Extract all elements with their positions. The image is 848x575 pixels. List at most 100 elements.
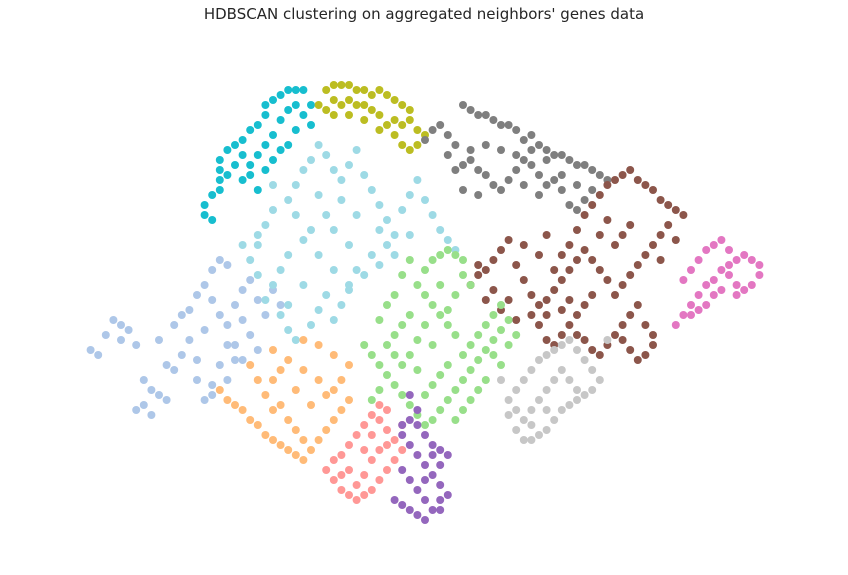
cluster-4-point xyxy=(451,166,460,174)
cluster-2-point xyxy=(276,146,285,154)
cluster-0-point xyxy=(94,351,103,359)
cluster-1-point xyxy=(238,241,247,249)
cluster-0-point xyxy=(200,326,209,334)
cluster-4-point xyxy=(565,201,574,209)
cluster-9-point xyxy=(276,441,285,449)
cluster-8-point xyxy=(527,406,536,414)
cluster-5-point xyxy=(649,331,657,339)
cluster-9-point xyxy=(314,341,323,349)
cluster-11-point xyxy=(405,441,414,449)
cluster-7-point xyxy=(367,396,376,404)
cluster-6-point xyxy=(694,306,703,314)
cluster-0-point xyxy=(223,321,232,329)
cluster-7-point xyxy=(398,271,407,279)
cluster-4-point xyxy=(443,151,452,159)
cluster-11-point xyxy=(413,511,422,519)
cluster-0-point xyxy=(147,386,156,394)
cluster-5-point xyxy=(481,296,490,304)
cluster-11-point xyxy=(421,516,429,524)
cluster-10-point xyxy=(345,491,353,499)
cluster-7-point xyxy=(443,306,452,314)
cluster-3-point xyxy=(398,141,407,149)
cluster-0-point xyxy=(162,361,171,369)
cluster-3-point xyxy=(322,106,331,114)
cluster-3-point xyxy=(383,121,391,129)
cluster-9-point xyxy=(269,346,277,354)
cluster-7-point xyxy=(421,266,429,274)
cluster-1-point xyxy=(284,301,293,309)
cluster-0-point xyxy=(208,296,217,304)
cluster-11-point xyxy=(413,486,422,494)
cluster-9-point xyxy=(269,376,277,384)
cluster-0-point xyxy=(200,396,209,404)
cluster-1-point xyxy=(329,266,338,274)
cluster-8-point xyxy=(527,421,536,429)
cluster-0-point xyxy=(253,296,262,304)
cluster-5-point xyxy=(595,266,604,274)
cluster-3-point xyxy=(367,106,376,114)
cluster-5-point xyxy=(641,251,650,259)
cluster-4-point xyxy=(542,181,551,189)
cluster-1-point xyxy=(253,271,262,279)
cluster-2-point xyxy=(215,186,224,194)
cluster-7-point xyxy=(459,351,467,359)
cluster-5-point xyxy=(557,251,566,259)
cluster-2-point xyxy=(246,171,255,179)
cluster-5-point xyxy=(626,271,635,279)
cluster-9-point xyxy=(314,436,323,444)
cluster-3-point xyxy=(375,126,384,134)
cluster-3-point xyxy=(398,121,407,129)
cluster-2-point xyxy=(269,156,277,164)
cluster-3-point xyxy=(367,91,376,99)
cluster-1-point xyxy=(405,231,414,239)
cluster-9-point xyxy=(284,416,293,424)
cluster-1-point xyxy=(390,251,399,259)
cluster-11-point xyxy=(405,416,414,424)
cluster-4-point xyxy=(481,111,490,119)
cluster-5-point xyxy=(626,346,635,354)
cluster-0-point xyxy=(208,266,217,274)
cluster-5-point xyxy=(649,241,657,249)
cluster-2-point xyxy=(269,96,277,104)
cluster-2-point xyxy=(253,151,262,159)
cluster-11-point xyxy=(421,461,429,469)
cluster-4-point xyxy=(512,126,521,134)
cluster-1-point xyxy=(314,191,323,199)
cluster-5-point xyxy=(542,296,551,304)
cluster-4-point xyxy=(519,181,528,189)
cluster-11-point xyxy=(405,391,414,399)
cluster-2-point xyxy=(269,131,277,139)
cluster-0-point xyxy=(185,336,194,344)
cluster-9-point xyxy=(322,391,331,399)
cluster-8-point xyxy=(519,376,528,384)
cluster-4-point xyxy=(474,166,483,174)
cluster-11-point xyxy=(436,481,445,489)
cluster-10-point xyxy=(345,441,353,449)
cluster-0-point xyxy=(238,316,247,324)
cluster-10-point xyxy=(383,441,391,449)
cluster-7-point xyxy=(466,366,475,374)
cluster-3-point xyxy=(314,101,323,109)
cluster-9-point xyxy=(215,386,224,394)
cluster-7-point xyxy=(451,386,460,394)
cluster-2-point xyxy=(200,211,209,219)
cluster-10-point xyxy=(367,456,376,464)
cluster-8-point xyxy=(535,431,543,439)
cluster-5-point xyxy=(565,321,574,329)
cluster-7-point xyxy=(375,386,384,394)
cluster-4-point xyxy=(535,191,543,199)
cluster-8-point xyxy=(573,346,581,354)
cluster-6-point xyxy=(732,256,741,264)
cluster-10-point xyxy=(360,491,369,499)
cluster-7-point xyxy=(398,361,407,369)
cluster-9-point xyxy=(231,401,239,409)
cluster-9-point xyxy=(329,416,338,424)
cluster-0-point xyxy=(170,321,179,329)
cluster-0-point xyxy=(162,396,171,404)
cluster-4-point xyxy=(527,161,536,169)
cluster-4-point xyxy=(519,136,528,144)
cluster-3-point xyxy=(390,116,399,124)
cluster-3-point xyxy=(337,81,346,89)
cluster-5-point xyxy=(535,321,543,329)
cluster-7-point xyxy=(383,341,391,349)
